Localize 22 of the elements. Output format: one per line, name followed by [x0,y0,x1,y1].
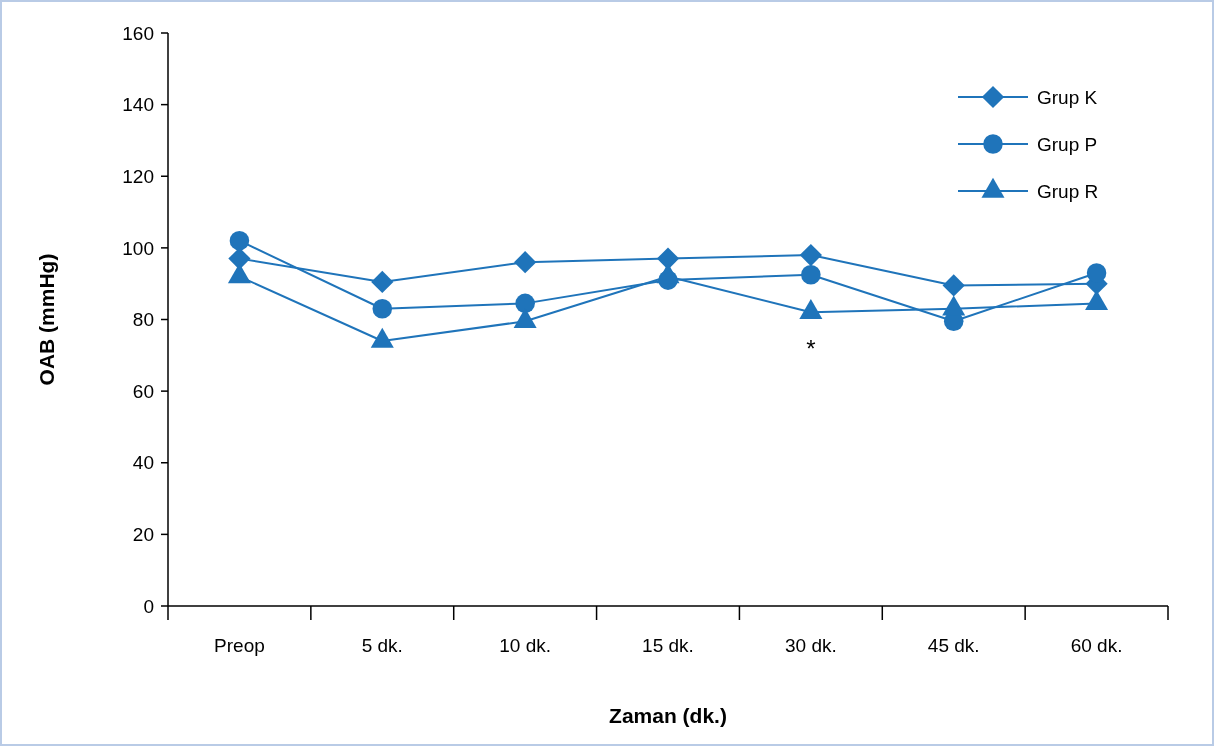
y-tick-label: 100 [122,237,154,259]
legend-label: Grup R [1037,180,1099,202]
y-tick-label: 160 [122,22,154,44]
y-tick-label: 20 [132,524,154,546]
x-tick-label: 60 dk. [1070,635,1123,656]
y-axis-title: OAB (mmHg) [35,253,58,386]
y-tick-label: 0 [143,595,154,617]
x-tick-label: 5 dk. [361,635,403,656]
x-axis-title: Zaman (dk.) [609,704,727,727]
y-tick-label: 40 [132,452,154,474]
x-tick-label: Preop [214,635,265,656]
annotation: * [806,334,816,362]
x-tick-label: 15 dk. [642,635,694,656]
y-tick-label: 60 [132,380,154,402]
y-tick-label: 80 [132,309,154,331]
y-tick-label: 140 [122,94,154,116]
y-tick-label: 120 [122,165,154,187]
x-tick-label: 10 dk. [499,635,552,656]
x-tick-label: 30 dk. [784,635,837,656]
legend-label: Grup K [1037,86,1098,108]
legend-label: Grup P [1037,133,1098,155]
x-tick-label: 45 dk. [927,635,980,656]
